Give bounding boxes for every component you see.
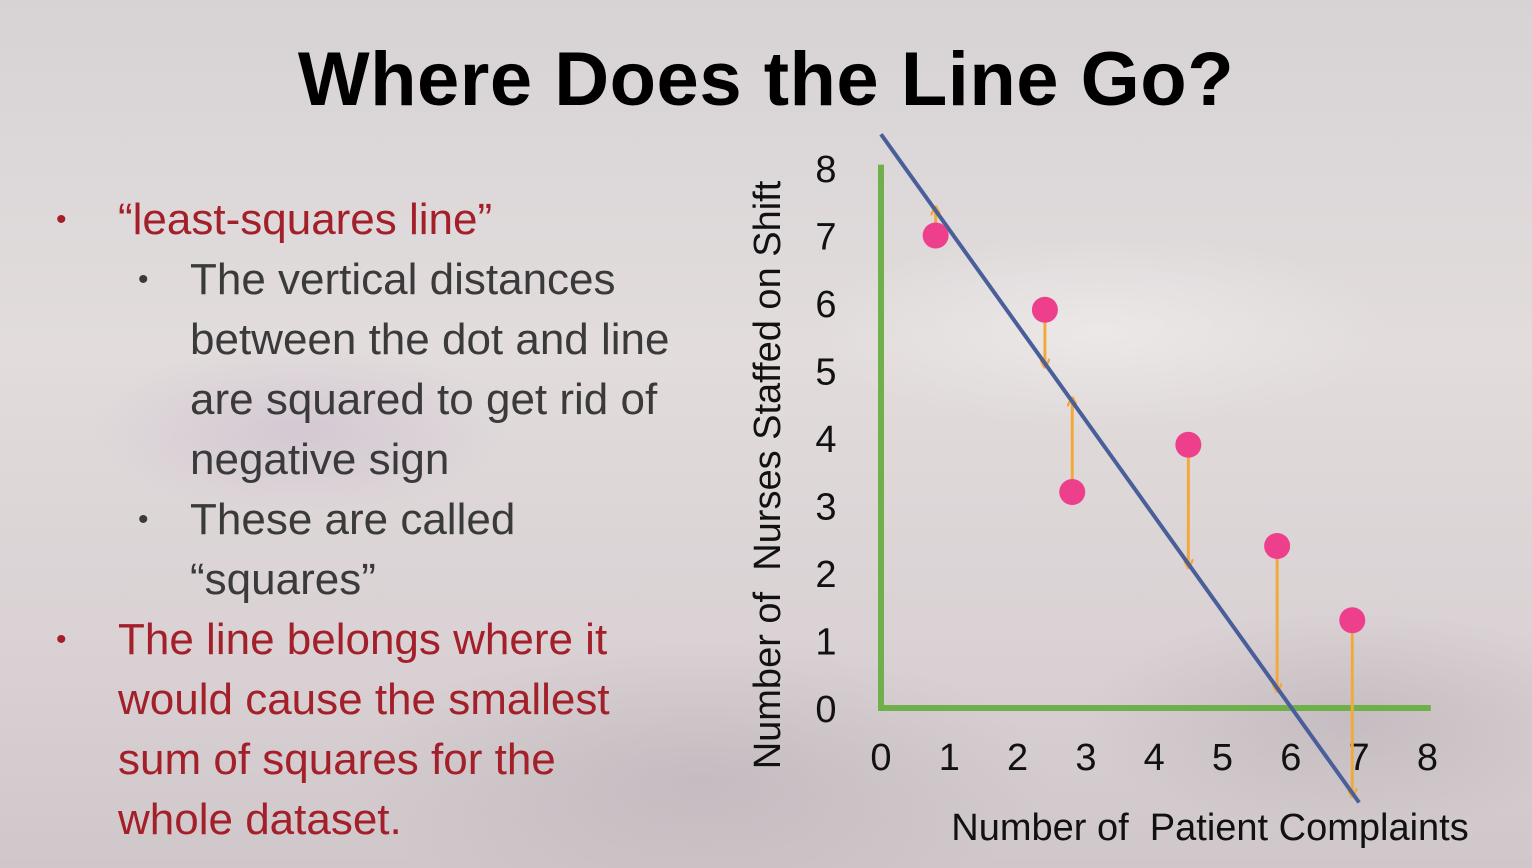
bullet-line: whole dataset.	[118, 795, 402, 844]
x-tick-label: 2	[1007, 737, 1028, 779]
y-tick-label: 4	[815, 419, 836, 461]
bullet-line: The vertical distances	[190, 255, 616, 304]
x-tick-label: 4	[1144, 737, 1165, 779]
data-points	[922, 222, 1366, 634]
x-tick-label: 7	[1349, 737, 1370, 779]
bullet-list: • “least-squares line” • The vertical di…	[50, 190, 750, 850]
y-tick-label: 7	[815, 217, 836, 259]
bullet-item: • The line belongs where it would cause …	[50, 610, 750, 850]
bullet-line: between the dot and line	[190, 315, 670, 364]
x-tick-label: 3	[1075, 737, 1096, 779]
slide-title: Where Does the Line Go?	[297, 37, 1235, 122]
axes	[878, 164, 1431, 711]
y-tick-label: 0	[815, 689, 836, 731]
bullet-item: • “least-squares line”	[56, 195, 493, 244]
data-point	[1339, 607, 1366, 634]
y-tick-label: 8	[815, 149, 836, 191]
regression-line	[879, 133, 1361, 804]
y-tick-label: 5	[815, 352, 836, 394]
y-axis-label: Number of Nurses Staffed on Shift	[747, 180, 789, 769]
y-tick-label: 3	[815, 487, 836, 529]
data-point	[1175, 431, 1202, 458]
data-point	[1059, 479, 1086, 505]
bullet-line: The line belongs where it	[118, 615, 608, 664]
y-tick-label: 2	[815, 554, 836, 596]
x-tick-label: 5	[1212, 737, 1233, 779]
regression-line-group	[879, 133, 1361, 804]
bullet-text: “least-squares line”	[118, 195, 493, 244]
bullet-line: “squares”	[190, 555, 376, 604]
y-tick-label: 1	[815, 622, 836, 664]
x-tick-label: 6	[1280, 737, 1301, 779]
x-tick-label: 0	[870, 737, 891, 779]
tick-labels: 0 1 2 3 4 5 6 7 8 0 1 2 3 4 5 6 7 8	[815, 149, 1438, 779]
data-point	[1031, 296, 1058, 323]
x-tick-label: 8	[1417, 737, 1438, 779]
data-point	[922, 222, 949, 249]
bullet-line: are squared to get rid of	[190, 375, 658, 424]
bullet-line: These are called	[190, 495, 516, 544]
sub-bullet-item: • The vertical distances between the dot…	[50, 250, 750, 490]
bullet-line: would cause the smallest	[118, 675, 610, 724]
bullet-line: sum of squares for the	[118, 735, 556, 784]
sub-bullet-item: • These are called “squares”	[50, 490, 750, 610]
x-axis-label: Number of Patient Complaints	[951, 807, 1468, 849]
data-point	[1264, 533, 1291, 559]
bullet-line: negative sign	[190, 435, 450, 484]
x-tick-label: 1	[939, 737, 960, 779]
y-tick-label: 6	[815, 284, 836, 326]
